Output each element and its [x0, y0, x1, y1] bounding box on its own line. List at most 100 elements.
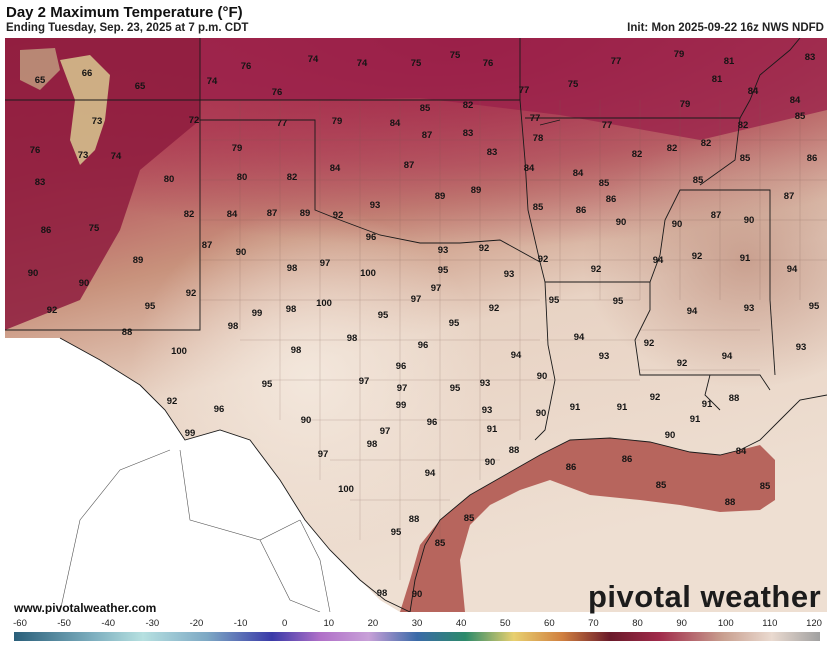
temperature-value-label: 85 — [795, 111, 806, 122]
mexico-nodata — [5, 338, 400, 612]
temperature-value-label: 86 — [807, 153, 818, 164]
temperature-value-label: 91 — [570, 402, 581, 413]
temperature-value-label: 88 — [509, 445, 520, 456]
temperature-value-label: 90 — [536, 408, 547, 419]
rio-grande-border — [59, 337, 411, 612]
temperature-value-label: 97 — [320, 258, 331, 269]
temperature-value-label: 94 — [787, 264, 798, 275]
temperature-value-label: 79 — [680, 99, 691, 110]
temperature-value-label: 90 — [301, 415, 312, 426]
color-scale-tick-label: -30 — [145, 618, 159, 629]
temperature-value-label: 94 — [722, 351, 733, 362]
temperature-value-label: 92 — [591, 264, 602, 275]
temperature-value-label: 96 — [396, 361, 407, 372]
temperature-value-label: 94 — [425, 468, 436, 479]
temperature-value-label: 95 — [145, 301, 156, 312]
map-title: Day 2 Maximum Temperature (°F) — [6, 4, 243, 21]
temperature-value-label: 84 — [748, 86, 759, 97]
color-scale-tick-label: 100 — [718, 618, 734, 629]
county-lines — [200, 100, 827, 580]
temperature-value-label: 90 — [744, 215, 755, 226]
temperature-value-label: 87 — [404, 160, 415, 171]
temperature-value-label: 93 — [370, 200, 381, 211]
temperature-value-label: 97 — [318, 449, 329, 460]
temperature-value-label: 65 — [135, 81, 146, 92]
temperature-value-label: 100 — [338, 484, 354, 495]
temperature-value-label: 86 — [606, 194, 617, 205]
temperature-value-label: 74 — [308, 54, 319, 65]
coastline — [409, 394, 827, 612]
temperature-value-label: 90 — [79, 278, 90, 289]
temperature-value-label: 83 — [487, 147, 498, 158]
temperature-value-label: 82 — [738, 120, 749, 131]
temperature-value-label: 85 — [760, 481, 771, 492]
temperature-value-label: 92 — [644, 338, 655, 349]
temperature-value-label: 83 — [805, 52, 816, 63]
color-scale-tick-label: -10 — [234, 618, 248, 629]
temperature-value-label: 75 — [411, 58, 422, 69]
color-scale-tick-label: 40 — [456, 618, 467, 629]
temperature-value-label: 83 — [463, 128, 474, 139]
temperature-value-label: 65 — [35, 75, 46, 86]
temperature-value-label: 85 — [693, 175, 704, 186]
temperature-value-label: 84 — [736, 446, 747, 457]
temperature-value-label: 74 — [111, 151, 122, 162]
high-peaks-2 — [20, 48, 60, 90]
temperature-value-label: 91 — [617, 402, 628, 413]
temperature-value-label: 95 — [262, 379, 273, 390]
temperature-value-label: 86 — [576, 205, 587, 216]
temperature-value-label: 92 — [538, 254, 549, 265]
temperature-value-label: 91 — [740, 253, 751, 264]
temperature-value-label: 90 — [665, 430, 676, 441]
temperature-value-label: 87 — [711, 210, 722, 221]
temperature-value-label: 90 — [28, 268, 39, 279]
model-init-label: Init: Mon 2025-09-22 16z NWS NDFD — [627, 22, 824, 34]
temperature-value-label: 90 — [537, 371, 548, 382]
temperature-value-label: 76 — [30, 145, 41, 156]
color-scale-tick-label: -20 — [190, 618, 204, 629]
temperature-value-label: 90 — [412, 589, 423, 600]
temperature-value-label: 92 — [479, 243, 490, 254]
temperature-value-label: 86 — [41, 225, 52, 236]
temperature-value-label: 82 — [701, 138, 712, 149]
temperature-value-label: 95 — [438, 265, 449, 276]
temperature-value-label: 78 — [533, 133, 544, 144]
temperature-value-label: 99 — [252, 308, 263, 319]
temperature-value-label: 75 — [568, 79, 579, 90]
high-peaks — [60, 55, 110, 165]
temperature-value-label: 88 — [409, 514, 420, 525]
temperature-value-label: 87 — [422, 130, 433, 141]
temperature-value-label: 98 — [287, 263, 298, 274]
temperature-value-label: 91 — [702, 399, 713, 410]
temperature-value-label: 93 — [438, 245, 449, 256]
temperature-value-label: 92 — [167, 396, 178, 407]
temperature-value-label: 93 — [482, 405, 493, 416]
color-scale-svg: -60 -50 -40 -30 -20 -10 0 10 20 30 40 50 60 70 80 90 100… — [13, 618, 822, 641]
temperature-value-label: 97 — [380, 426, 391, 437]
temperature-value-label: 89 — [300, 208, 311, 219]
temperature-value-label: 81 — [712, 74, 723, 85]
color-scale-tick-label: 0 — [282, 618, 287, 629]
temperature-value-label: 100 — [171, 346, 187, 357]
temperature-value-label: 85 — [420, 103, 431, 114]
temperature-value-label: 98 — [291, 345, 302, 356]
temperature-value-label: 77 — [277, 118, 288, 129]
color-scale-ticks: -60 -50 -40 -30 -20 -10 0 10 20 30 40 50 60 70 80 90 100… — [13, 618, 822, 629]
temperature-value-label: 92 — [489, 303, 500, 314]
website-link[interactable]: www.pivotalweather.com — [14, 601, 157, 615]
temperature-value-label: 96 — [427, 417, 438, 428]
temperature-value-label: 95 — [613, 296, 624, 307]
temperature-value-label: 96 — [214, 404, 225, 415]
temperature-value-label: 91 — [690, 414, 701, 425]
temperature-value-label: 80 — [164, 174, 175, 185]
temperature-value-label: 99 — [396, 400, 407, 411]
temperature-value-label: 93 — [744, 303, 755, 314]
color-scale-tick-label: 70 — [588, 618, 599, 629]
temperature-value-label: 66 — [82, 68, 93, 79]
temperature-value-label: 97 — [431, 283, 442, 294]
temperature-value-label: 95 — [809, 301, 820, 312]
temperature-value-label: 80 — [237, 172, 248, 183]
temperature-value-label: 97 — [359, 376, 370, 387]
temperature-value-label: 89 — [471, 185, 482, 196]
temperature-value-label: 92 — [692, 251, 703, 262]
